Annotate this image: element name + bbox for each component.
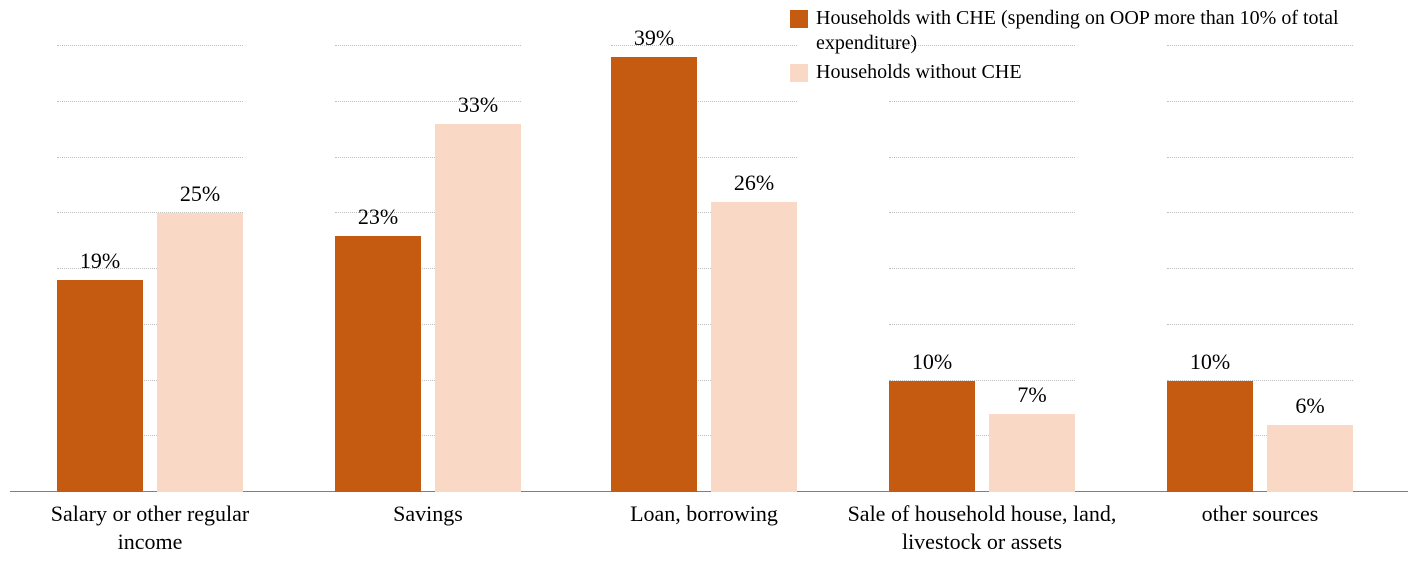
x-axis-labels: Salary or other regular income Savings Loa…: [10, 500, 1408, 578]
bar-value-label: 6%: [1267, 393, 1353, 419]
x-axis-label: Salary or other regular income: [20, 500, 280, 555]
bar-series-2: [1267, 425, 1353, 492]
gridline: [1167, 268, 1353, 269]
x-axis-label: Sale of household house, land, livestock…: [842, 500, 1122, 555]
bar-group: 39%26%: [611, 24, 797, 492]
bar: 7%: [989, 414, 1075, 492]
bar-series-1: [889, 381, 975, 492]
bar-series-2: [435, 124, 521, 492]
gridline: [57, 45, 243, 46]
gridline: [889, 212, 1075, 213]
x-axis-label: Loan, borrowing: [594, 500, 814, 528]
bar: 39%: [611, 57, 697, 492]
gridline: [889, 268, 1075, 269]
bar-series-2: [157, 213, 243, 492]
gridline: [1167, 157, 1353, 158]
bar-group: 19%25%: [57, 24, 243, 492]
gridline: [889, 157, 1075, 158]
bar-series-1: [57, 280, 143, 492]
gridline: [889, 324, 1075, 325]
gridline: [335, 45, 521, 46]
x-axis-label: other sources: [1160, 500, 1360, 528]
bar-value-label: 10%: [889, 349, 975, 375]
bar-value-label: 23%: [335, 204, 421, 230]
bar: 33%: [435, 124, 521, 492]
gridline: [1167, 324, 1353, 325]
bar-value-label: 19%: [57, 248, 143, 274]
gridline: [889, 101, 1075, 102]
bar-value-label: 39%: [611, 25, 697, 51]
bar-group: 10%7%: [889, 24, 1075, 492]
bar: 19%: [57, 280, 143, 492]
bar: 25%: [157, 213, 243, 492]
bar-value-label: 25%: [157, 181, 243, 207]
bar-value-label: 33%: [435, 92, 521, 118]
bar-chart: Households with CHE (spending on OOP mor…: [0, 0, 1418, 578]
x-axis-label: Savings: [338, 500, 518, 528]
gridline: [57, 157, 243, 158]
bar-group: 23%33%: [335, 24, 521, 492]
gridline: [57, 101, 243, 102]
bar-series-1: [1167, 381, 1253, 492]
bar-series-1: [611, 57, 697, 492]
gridline: [1167, 212, 1353, 213]
bar: 10%: [889, 381, 975, 492]
bar-group: 10%6%: [1167, 24, 1353, 492]
bar: 26%: [711, 202, 797, 492]
gridline: [889, 45, 1075, 46]
bar: 10%: [1167, 381, 1253, 492]
bar: 6%: [1267, 425, 1353, 492]
bar: 23%: [335, 236, 421, 492]
gridline: [1167, 101, 1353, 102]
bar-value-label: 26%: [711, 170, 797, 196]
bar-series-1: [335, 236, 421, 492]
bar-series-2: [711, 202, 797, 492]
bar-value-label: 7%: [989, 382, 1075, 408]
gridline: [1167, 45, 1353, 46]
plot-area: 19%25%23%33%39%26%10%7%10%6%: [10, 24, 1408, 492]
bar-series-2: [989, 414, 1075, 492]
bar-value-label: 10%: [1167, 349, 1253, 375]
